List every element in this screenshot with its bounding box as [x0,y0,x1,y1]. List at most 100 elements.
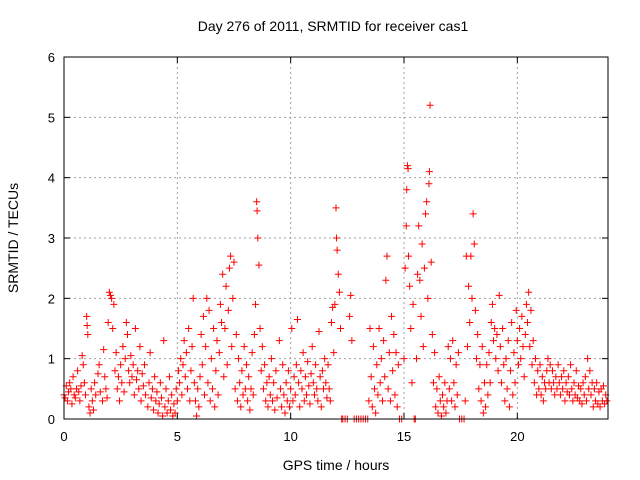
data-point [492,355,500,363]
data-point [505,403,513,411]
data-point [444,343,452,351]
data-point [239,391,247,399]
data-point [581,373,589,381]
data-point [483,361,491,369]
data-point [555,379,563,387]
data-point [525,288,533,296]
data-point [491,325,499,332]
y-tick-label: 1 [48,352,55,367]
data-point [572,367,580,375]
data-point [279,361,287,369]
data-point [177,355,185,363]
data-point [216,300,224,308]
data-point [106,291,114,299]
data-point [471,306,479,314]
data-point [157,394,165,402]
data-point [250,331,258,339]
data-point [301,373,309,381]
data-point [164,397,172,405]
data-point [122,318,130,326]
data-point [235,355,243,363]
data-point [190,379,198,387]
data-point [402,222,410,230]
data-point [153,388,161,396]
data-point [253,198,261,206]
data-point [484,391,492,399]
x-tick-label: 20 [510,429,524,444]
data-point [496,343,504,351]
data-point [314,397,322,405]
data-point [559,385,567,393]
data-point [406,282,414,290]
data-point [156,379,164,387]
data-point [315,328,323,336]
data-point [104,318,112,326]
data-point [240,343,248,351]
data-point [450,379,458,387]
data-point [111,367,119,375]
data-point [188,343,196,351]
data-point [193,412,201,420]
data-point [513,337,521,345]
data-point [367,373,375,381]
data-point [165,373,173,381]
data-point [266,391,274,399]
data-point [426,101,434,109]
data-point [168,391,176,399]
data-point [530,379,538,387]
data-point [307,370,315,378]
data-point [208,385,216,393]
data-point [452,361,460,369]
data-point [538,373,546,381]
data-point [245,373,253,381]
data-point [138,370,146,378]
data-point [499,325,507,332]
data-point [197,331,205,339]
data-point [229,294,237,302]
data-point [331,300,339,308]
data-point [231,385,239,393]
data-point [176,379,184,387]
data-point [473,355,481,363]
data-point [75,388,83,396]
data-point [125,367,133,375]
data-point [109,325,117,332]
data-point [428,331,436,339]
data-point [437,412,445,420]
data-point [232,331,240,339]
data-point [150,406,158,414]
data-point [151,373,159,381]
data-point [63,397,71,405]
data-point [233,397,241,405]
data-point [68,400,76,408]
data-point [371,385,379,393]
data-point [102,385,110,393]
x-tick-label: 0 [60,429,67,444]
data-point [330,349,338,357]
data-point [103,394,111,402]
data-point [439,391,447,399]
data-point [501,397,509,405]
data-point [596,403,604,411]
data-point [556,391,564,399]
data-point [206,397,214,405]
data-point [297,367,305,375]
data-point [569,397,577,405]
data-point [408,379,416,387]
data-point [114,373,122,381]
data-point [253,207,261,215]
data-point [145,379,153,387]
data-point [180,337,188,345]
data-point [173,397,181,405]
data-point [323,394,331,402]
data-point [453,391,461,399]
data-point [384,385,392,393]
data-point [187,367,195,375]
data-point [247,385,255,393]
data-point [337,325,345,332]
data-point [191,397,199,405]
x-axis-label: GPS time / hours [283,457,390,473]
data-point [159,412,167,420]
data-point [276,385,284,393]
data-point [196,373,204,381]
